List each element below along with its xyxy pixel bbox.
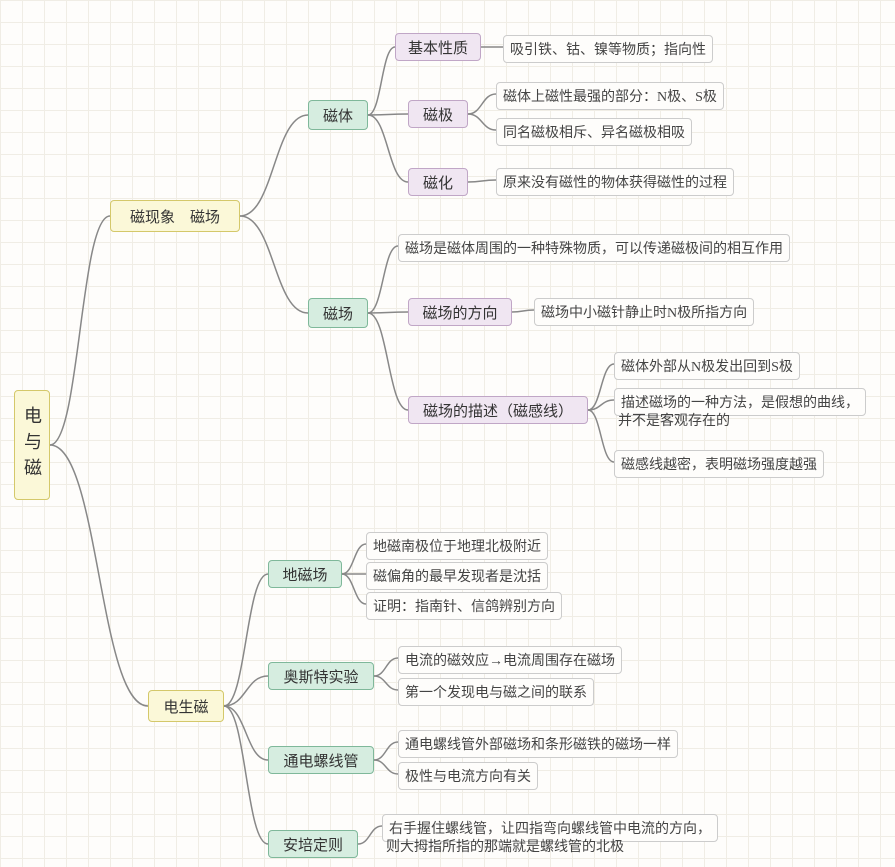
leaf-field-direction: 磁场中小磁针静止时N极所指方向 — [534, 298, 754, 326]
leaf-field-description: 磁体外部从N极发出回到S极 — [614, 352, 800, 380]
leaf-field-description: 磁感线越密，表明磁场强度越强 — [614, 450, 824, 478]
leaf-oersted: 第一个发现电与磁之间的联系 — [398, 678, 594, 706]
node-field-direction: 磁场的方向 — [408, 298, 512, 326]
node-magnetization: 磁化 — [408, 168, 468, 196]
node-field: 磁场 — [308, 298, 368, 328]
leaf-field-description: 并不是客观存在的 — [614, 408, 734, 432]
leaf-magnetization: 原来没有磁性的物体获得磁性的过程 — [496, 168, 734, 196]
node-magnetism: 磁现象 磁场 — [110, 200, 240, 232]
node-basic-properties: 基本性质 — [395, 33, 481, 61]
node-oersted: 奥斯特实验 — [268, 662, 374, 690]
node-root: 电与磁 — [14, 390, 50, 500]
node-ampere: 安培定则 — [268, 830, 358, 858]
leaf-geomagnetic: 地磁南极位于地理北极附近 — [366, 532, 548, 560]
leaf-oersted: 电流的磁效应→电流周围存在磁场 — [398, 646, 622, 674]
leaf-poles: 同名磁极相斥、异名磁极相吸 — [496, 118, 692, 146]
node-geomagnetic: 地磁场 — [268, 560, 342, 588]
leaf-ampere: 则大拇指所指的那端就是螺线管的北极 — [382, 834, 628, 858]
node-electromagnetic: 电生磁 — [148, 690, 224, 722]
leaf-geomagnetic: 证明：指南针、信鸽辨别方向 — [366, 592, 562, 620]
leaf-poles: 磁体上磁性最强的部分：N极、S极 — [496, 82, 724, 110]
node-poles: 磁极 — [408, 100, 468, 128]
leaf-solenoid: 通电螺线管外部磁场和条形磁铁的磁场一样 — [398, 730, 678, 758]
node-field-description: 磁场的描述（磁感线） — [408, 396, 588, 424]
leaf-solenoid: 极性与电流方向有关 — [398, 762, 538, 790]
node-magnet: 磁体 — [308, 100, 368, 130]
leaf-geomagnetic: 磁偏角的最早发现者是沈括 — [366, 562, 548, 590]
node-solenoid: 通电螺线管 — [268, 746, 374, 774]
leaf-basic-properties: 吸引铁、钴、镍等物质；指向性 — [503, 35, 713, 63]
leaf-field: 磁场是磁体周围的一种特殊物质，可以传递磁极间的相互作用 — [398, 234, 790, 262]
